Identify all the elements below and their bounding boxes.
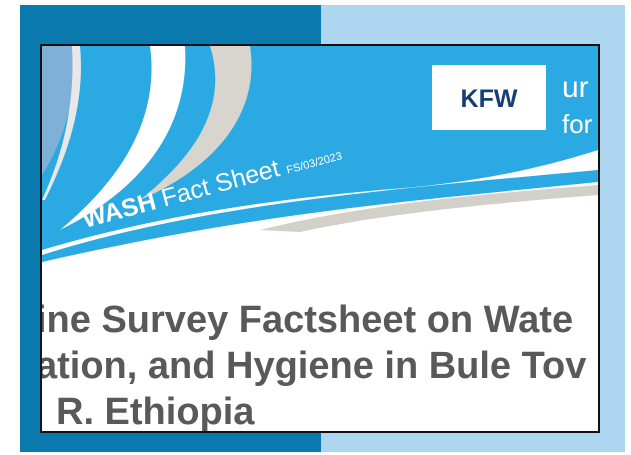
logo-text: KFW [461,85,518,113]
page: WASH Fact Sheet FS/03/2023 KFW ur for in… [0,0,631,455]
title-line: R. Ethiopia [56,391,255,433]
thumbnail: WASH Fact Sheet FS/03/2023 KFW ur for in… [36,46,598,433]
title-line: ation, and Hygiene in Bule Tov [36,345,586,387]
partner-line: ur [562,71,589,104]
title-line: ine Survey Factsheet on Wate [36,299,573,341]
partner-line: for [562,109,593,139]
